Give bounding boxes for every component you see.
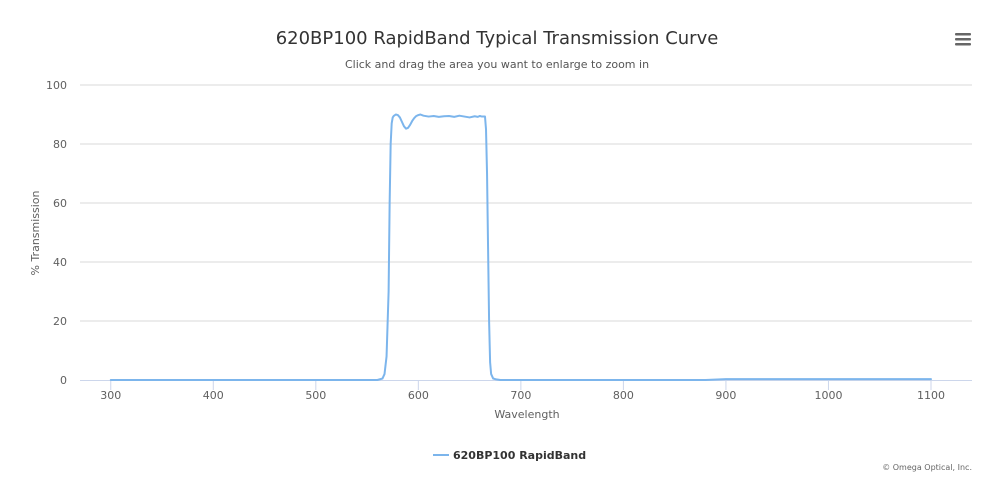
y-tick-label: 80: [53, 138, 67, 151]
x-axis-title: Wavelength: [494, 408, 559, 421]
credits-text[interactable]: © Omega Optical, Inc.: [882, 463, 972, 472]
series-line[interactable]: [109, 113, 932, 381]
y-tick-label: 60: [53, 197, 67, 210]
y-tick-label: 100: [46, 79, 67, 92]
y-axis-title: % Transmission: [29, 190, 42, 275]
x-tick-label: 700: [510, 389, 531, 402]
y-tick-label: 20: [53, 315, 67, 328]
x-tick-labels: 300 400 500 600 700 800 900 1000 1100: [100, 389, 945, 402]
x-tick-label: 1100: [917, 389, 945, 402]
x-tick-label: 1000: [814, 389, 842, 402]
x-tick-label: 400: [203, 389, 224, 402]
gridlines: [80, 84, 972, 322]
legend-item-label[interactable]: 620BP100 RapidBand: [453, 449, 586, 462]
plot-area[interactable]: [109, 113, 932, 381]
x-tick-label: 500: [305, 389, 326, 402]
hamburger-menu-icon[interactable]: [950, 28, 976, 50]
y-tick-label: 40: [53, 256, 67, 269]
chart-subtitle: Click and drag the area you want to enla…: [345, 58, 649, 71]
y-tick-labels: 0 20 40 60 80 100: [46, 79, 67, 387]
chart-title: 620BP100 RapidBand Typical Transmission …: [276, 28, 719, 49]
x-tick-label: 800: [613, 389, 634, 402]
y-tick-label: 0: [60, 374, 67, 387]
x-tick-label: 600: [408, 389, 429, 402]
x-tick-label: 300: [100, 389, 121, 402]
legend[interactable]: 620BP100 RapidBand: [433, 449, 586, 462]
x-tick-label: 900: [715, 389, 736, 402]
